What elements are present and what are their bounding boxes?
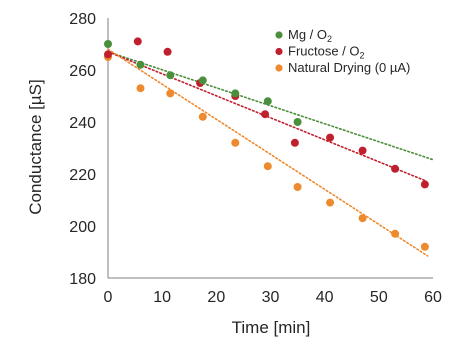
y-tick-label: 240	[69, 115, 96, 132]
data-point	[293, 183, 302, 191]
data-point	[231, 138, 240, 147]
data-point	[136, 60, 145, 69]
legend-label: Fructose / O2	[288, 44, 365, 61]
data-point	[263, 97, 272, 106]
legend-marker	[275, 64, 283, 72]
data-point	[166, 89, 175, 98]
data-point	[358, 214, 367, 223]
x-tick-label: 60	[424, 289, 442, 306]
y-tick-label: 220	[69, 167, 96, 184]
data-point	[326, 133, 335, 142]
trendline	[107, 48, 429, 257]
trendlines	[107, 48, 434, 257]
tick-labels: 0 10 20 30 40 50 60 180 200 220 240 260 280	[69, 11, 442, 306]
data-point	[104, 50, 112, 59]
legend-marker	[275, 31, 283, 39]
y-axis-title: Conductance [µS]	[26, 79, 45, 215]
data-point	[231, 89, 240, 98]
x-tick-label: 50	[370, 289, 388, 306]
x-tick-label: 0	[104, 289, 113, 306]
legend-marker	[275, 47, 283, 56]
data-point	[133, 37, 142, 46]
x-tick-label: 30	[262, 289, 280, 306]
data-point	[198, 112, 207, 121]
y-tick-label: 180	[69, 271, 96, 288]
data-point	[163, 47, 172, 56]
axes	[107, 18, 433, 279]
data-point	[290, 138, 299, 147]
data-point	[420, 242, 429, 251]
data-point	[198, 76, 207, 85]
legend-label: Mg / O2	[288, 27, 332, 44]
x-tick-label: 20	[207, 289, 225, 306]
data-point	[263, 162, 272, 171]
data-point	[391, 164, 400, 173]
data-point	[136, 84, 145, 93]
y-tick-label: 260	[69, 63, 96, 80]
trendline	[107, 50, 434, 161]
data-point	[358, 146, 367, 155]
data-points	[104, 37, 429, 251]
data-point	[166, 71, 175, 80]
x-tick-label: 40	[316, 289, 334, 306]
data-point	[326, 198, 335, 207]
legend-label: Natural Drying (0 µA)	[288, 60, 410, 75]
data-point	[261, 110, 270, 119]
data-point	[293, 118, 302, 126]
data-point	[420, 180, 429, 189]
y-tick-label: 200	[69, 219, 96, 236]
x-axis-title: Time [min]	[232, 318, 311, 337]
x-tick-label: 10	[153, 289, 171, 306]
data-point	[104, 40, 112, 48]
trendline	[107, 50, 426, 182]
y-tick-label: 280	[69, 11, 96, 28]
data-point	[391, 229, 400, 238]
